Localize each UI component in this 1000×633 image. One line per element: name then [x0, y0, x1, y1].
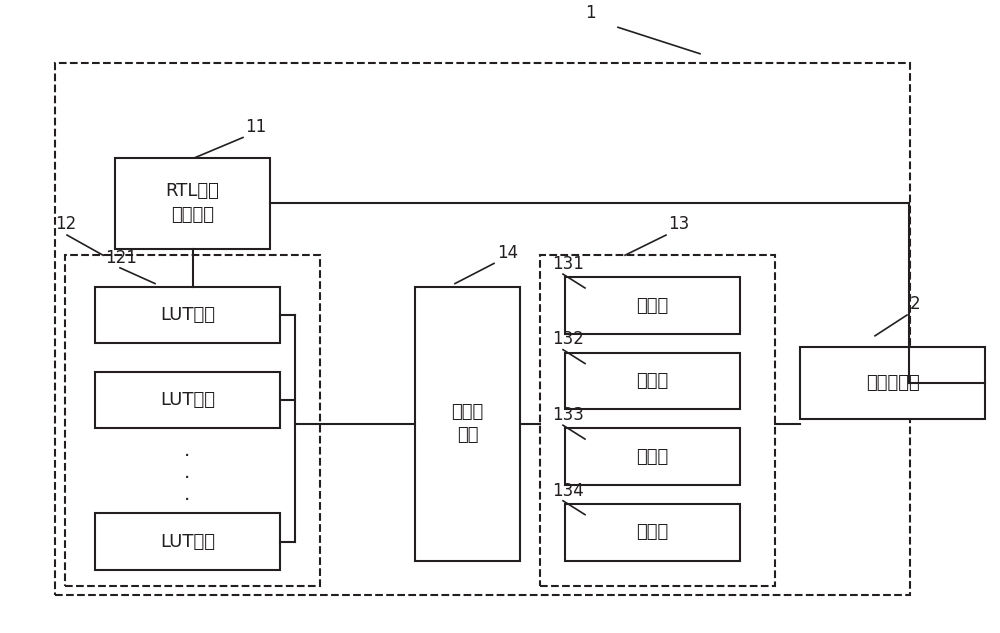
Text: 多路选
择器: 多路选 择器 — [451, 403, 484, 444]
Bar — [565, 277, 740, 334]
Text: 12: 12 — [55, 215, 76, 233]
Bar — [415, 287, 520, 561]
Bar — [95, 513, 280, 570]
Text: 121: 121 — [105, 249, 137, 266]
Bar — [115, 158, 270, 249]
Text: 触发器: 触发器 — [636, 523, 669, 541]
Text: LUT器件: LUT器件 — [160, 306, 215, 324]
Text: LUT器件: LUT器件 — [160, 391, 215, 409]
Text: 11: 11 — [245, 118, 266, 135]
Bar — [565, 429, 740, 485]
Text: 2: 2 — [910, 295, 921, 313]
Text: LUT器件: LUT器件 — [160, 533, 215, 551]
Text: 132: 132 — [552, 330, 584, 348]
Bar — [55, 63, 910, 595]
Text: 13: 13 — [668, 215, 689, 233]
Text: 133: 133 — [552, 406, 584, 424]
Bar — [540, 255, 775, 586]
Text: 计数器: 计数器 — [636, 297, 669, 315]
Text: 131: 131 — [552, 255, 584, 273]
Text: RTL设计
解析单元: RTL设计 解析单元 — [166, 182, 219, 224]
Bar — [65, 255, 320, 586]
Text: 寄存器: 寄存器 — [636, 448, 669, 466]
Text: 14: 14 — [497, 244, 518, 261]
Text: 1: 1 — [585, 4, 596, 22]
Bar — [95, 287, 280, 343]
Bar — [565, 504, 740, 561]
Text: ·
·
·: · · · — [184, 448, 191, 510]
Bar — [565, 353, 740, 410]
Text: 加法器: 加法器 — [636, 372, 669, 390]
Text: 电路仿真器: 电路仿真器 — [866, 373, 919, 392]
Bar — [95, 372, 280, 429]
Bar — [800, 346, 985, 419]
Text: 134: 134 — [552, 482, 584, 499]
